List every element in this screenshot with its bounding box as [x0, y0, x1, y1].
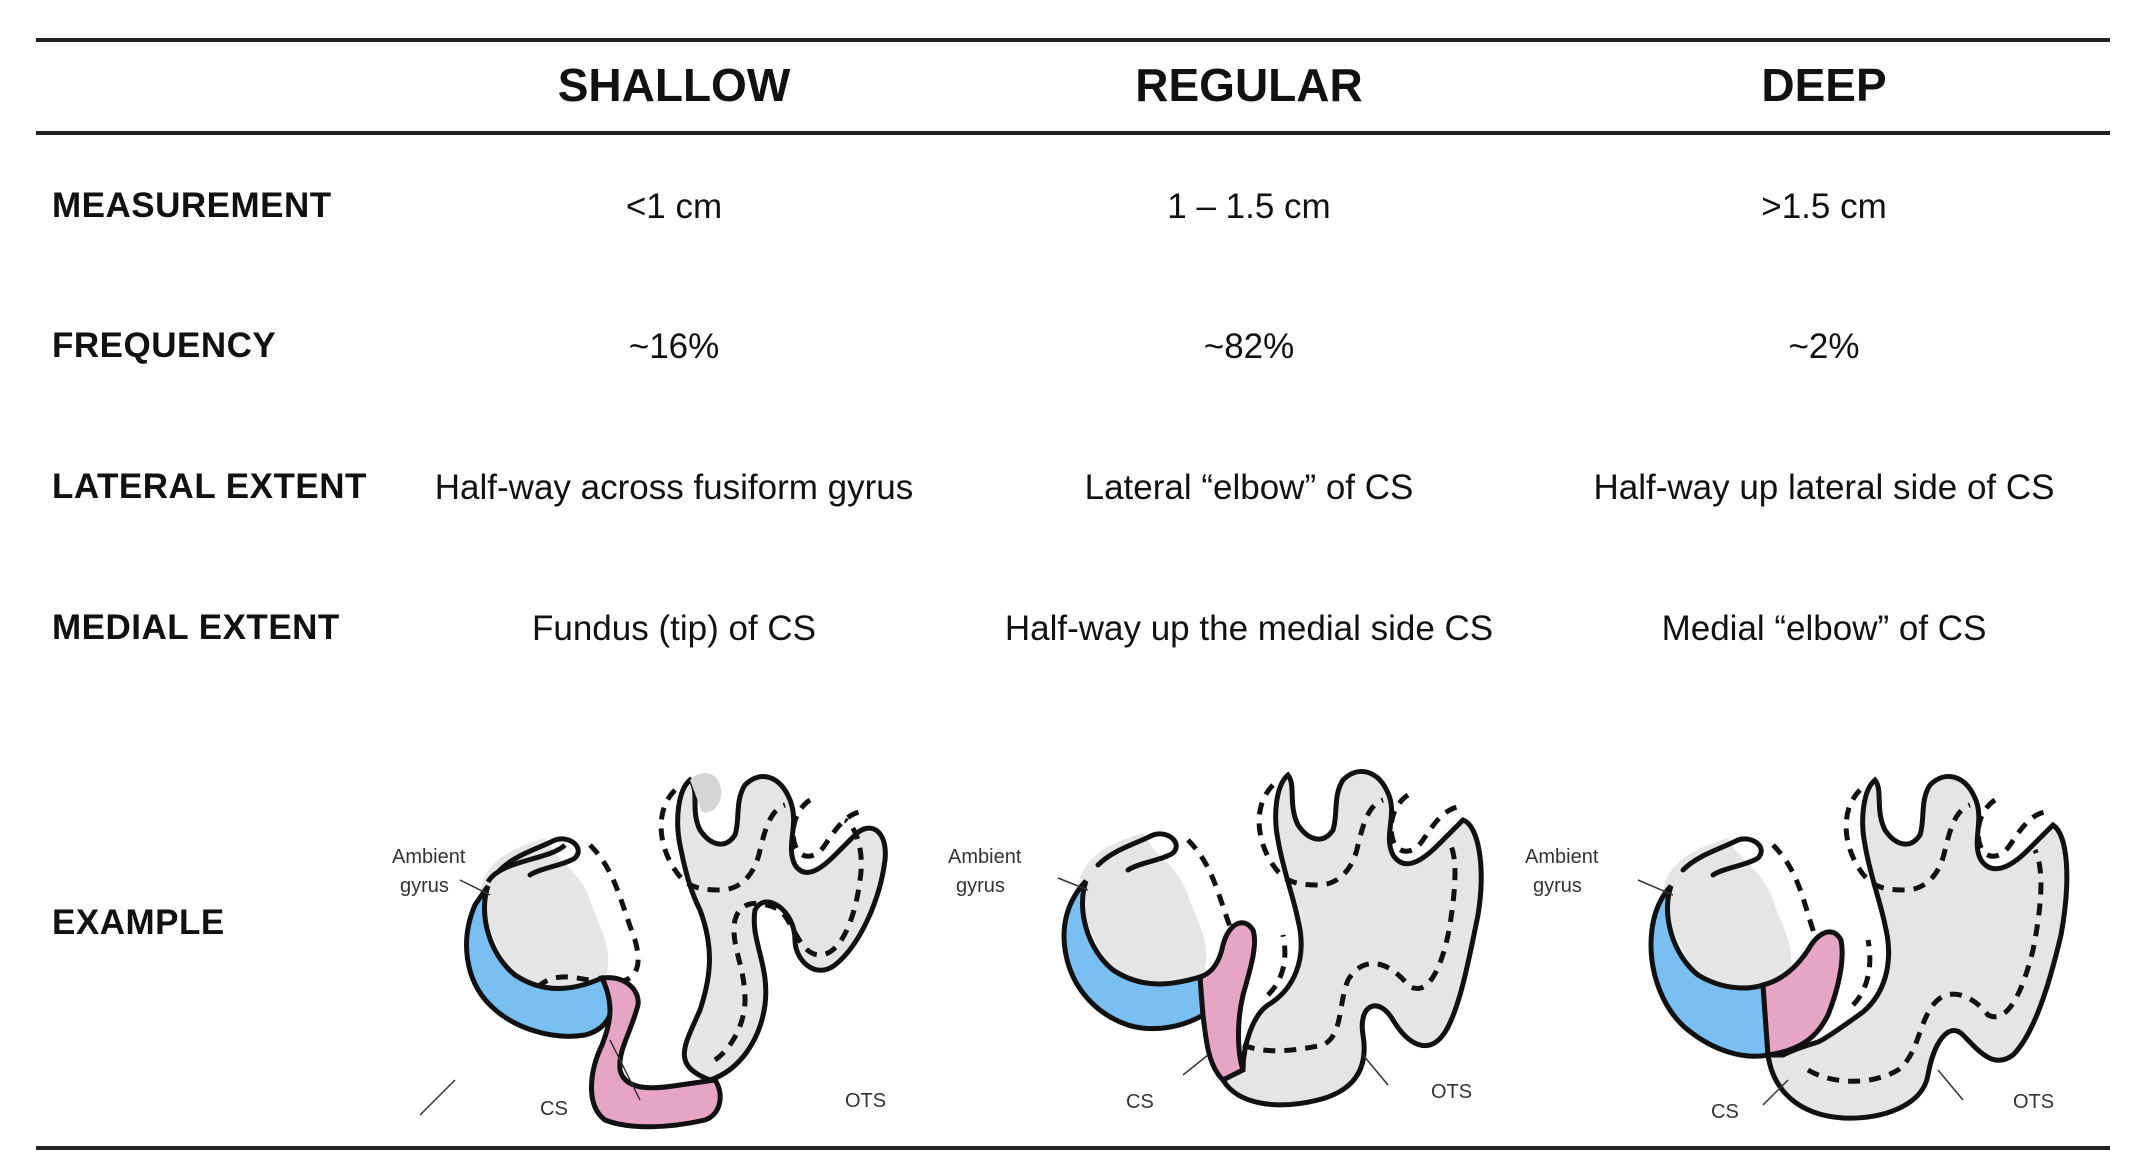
dashed-wm-2	[1843, 788, 1972, 893]
ambient-upper-outline	[485, 843, 567, 884]
label-ots: OTS	[1431, 1081, 1472, 1103]
gray-tissue	[1663, 838, 1792, 1002]
gray-tissue-bottom	[1219, 769, 1484, 1108]
row-label-measurement: MEASUREMENT	[52, 186, 332, 225]
leader-cs	[1182, 1054, 1209, 1076]
row-label-example: EXAMPLE	[52, 903, 225, 942]
label-ots: OTS	[845, 1090, 886, 1112]
gyrus-top-outline	[497, 836, 581, 878]
gray-tissue	[480, 838, 609, 1002]
cell-frequency-regular: ~82%	[1203, 327, 1295, 366]
cell-measurement-regular: 1 – 1.5 cm	[1167, 187, 1331, 226]
dashed-wm-2	[1256, 783, 1385, 888]
leader-ots	[1362, 1054, 1389, 1086]
label-cs: CS	[1711, 1101, 1739, 1123]
bottom-rule	[36, 1146, 2110, 1150]
pink-region	[1197, 920, 1258, 1084]
leader-ambient	[459, 879, 491, 896]
cell-medial-extent-deep: Medial “elbow” of CS	[1661, 609, 1987, 648]
top-rule	[36, 38, 2110, 42]
leader-ambient	[1637, 879, 1674, 896]
dashed-wm-1	[538, 843, 641, 988]
brain-outline-deep	[1648, 774, 2070, 1121]
cell-measurement-deep: >1.5 cm	[1761, 187, 1887, 226]
blue-region	[1061, 879, 1206, 1032]
dashed-wm-5	[1851, 939, 1873, 1007]
example-diagram-shallow: Ambient gyrus CS OTS	[392, 773, 888, 1130]
cell-lateral-extent-shallow: Half-way across fusiform gyrus	[434, 468, 914, 507]
header-rule	[36, 131, 2110, 135]
row-label-lateral-extent: LATERAL EXTENT	[52, 467, 367, 506]
gray-tissue-bottom	[1765, 774, 2070, 1121]
dashed-wm-4	[790, 797, 861, 859]
label-gyrus: gyrus	[1533, 875, 1582, 897]
blue-region	[1648, 884, 1771, 1059]
blue-region	[464, 884, 618, 1039]
dashed-wm-3	[713, 817, 864, 1063]
dashed-wm-4	[1388, 792, 1459, 854]
label-ambient: Ambient	[392, 846, 466, 868]
cell-lateral-extent-regular: Lateral “elbow” of CS	[1084, 468, 1414, 507]
row-label-frequency: FREQUENCY	[52, 326, 277, 365]
label-ambient: Ambient	[1525, 846, 1599, 868]
pink-region	[589, 975, 723, 1130]
dashed-wm-4	[1975, 797, 2046, 859]
gyrus-top-outline	[1095, 831, 1179, 873]
cell-medial-extent-regular: Half-way up the medial side CS	[1004, 609, 1494, 648]
cell-measurement-shallow: <1 cm	[625, 187, 723, 226]
label-cs: CS	[540, 1098, 568, 1120]
example-diagram-deep: Ambient gyrus CS OTS	[1525, 774, 2070, 1123]
leader-ambient	[1057, 877, 1089, 891]
cell-frequency-deep: ~2%	[1788, 327, 1860, 366]
cell-medial-extent-shallow: Fundus (tip) of CS	[532, 609, 816, 648]
column-header-regular: REGULAR	[1135, 59, 1363, 111]
gray-tissue	[675, 774, 888, 1083]
label-ambient: Ambient	[948, 846, 1022, 868]
label-gyrus: gyrus	[956, 875, 1005, 897]
label-gyrus: gyrus	[400, 875, 449, 897]
dashed-wm-5	[1266, 934, 1288, 997]
example-diagram-regular: Ambient gyrus CS OTS	[948, 769, 1484, 1113]
column-header-deep: DEEP	[1761, 59, 1887, 111]
pink-region	[1760, 929, 1845, 1058]
leader-ots	[1937, 1069, 1964, 1101]
dashed-wm-1	[1186, 838, 1238, 980]
gray-tissue-top	[690, 773, 722, 813]
leader-ots	[609, 1039, 641, 1101]
brain-outline-shallow	[464, 773, 888, 1130]
column-header-shallow: SHALLOW	[557, 59, 791, 111]
brain-outline-regular	[1061, 769, 1484, 1108]
label-ots: OTS	[2013, 1091, 2054, 1113]
label-cs: CS	[1126, 1091, 1154, 1113]
gyrus-top-outline	[1680, 836, 1764, 878]
gray-tissue	[1078, 833, 1207, 997]
leader-cs	[419, 1079, 456, 1116]
dashed-wm-3	[1806, 848, 2044, 1084]
leader-cs	[1762, 1079, 1789, 1106]
dashed-wm-3	[1242, 838, 1458, 1054]
row-label-medial-extent: MEDIAL EXTENT	[52, 608, 340, 647]
cell-frequency-shallow: ~16%	[628, 327, 720, 366]
dashed-wm-2	[658, 788, 787, 893]
cell-lateral-extent-deep: Half-way up lateral side of CS	[1593, 468, 2055, 507]
